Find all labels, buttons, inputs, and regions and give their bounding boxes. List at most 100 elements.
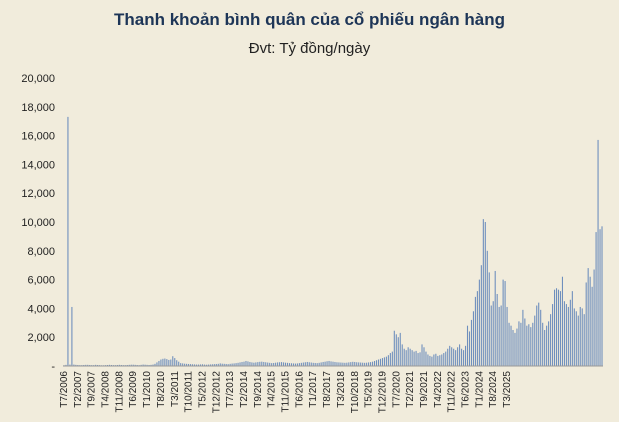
bar	[492, 301, 494, 366]
bar	[557, 289, 560, 366]
bar	[217, 363, 219, 366]
bar	[506, 306, 508, 366]
bar	[288, 363, 291, 366]
bar	[128, 364, 130, 366]
bar	[370, 362, 372, 366]
bar	[205, 364, 207, 366]
bar	[249, 361, 251, 366]
bar	[520, 322, 522, 366]
bar	[261, 361, 263, 366]
bar	[439, 355, 441, 366]
bar	[573, 308, 575, 366]
bar	[227, 364, 229, 366]
bar	[583, 314, 585, 366]
bar	[362, 362, 364, 366]
bar	[132, 364, 134, 366]
bar	[136, 364, 138, 366]
bar	[502, 279, 504, 366]
bar	[508, 322, 510, 366]
bar	[423, 347, 425, 366]
bar	[538, 302, 540, 366]
bar	[356, 362, 358, 366]
bar	[116, 364, 118, 366]
bar	[233, 363, 235, 366]
y-tick-label: 6,000	[27, 275, 55, 287]
x-tick-label: T5/2019	[364, 371, 375, 408]
bar	[482, 219, 484, 366]
bar	[433, 354, 435, 366]
bar	[354, 361, 356, 366]
bar	[518, 321, 520, 366]
y-tick-label: 16,000	[21, 131, 55, 143]
x-tick-label: T11/2015	[281, 371, 292, 413]
x-tick-label: T12/2012	[211, 371, 222, 414]
bar	[548, 321, 550, 366]
bar	[156, 362, 158, 366]
x-tick-label: T9/2021	[419, 371, 430, 408]
bar	[296, 363, 298, 366]
bar	[516, 328, 518, 366]
bar	[577, 315, 579, 366]
bar	[490, 305, 492, 366]
bar	[247, 361, 249, 366]
bar	[336, 362, 338, 366]
bar	[160, 359, 162, 366]
bar	[397, 337, 399, 366]
bar	[87, 364, 89, 366]
bar	[263, 361, 265, 366]
y-tick-label: 14,000	[21, 159, 55, 171]
x-tick-label: T7/2006	[59, 371, 70, 408]
bar	[585, 282, 587, 366]
bar	[589, 276, 591, 366]
x-tick-label: T3/2011	[170, 371, 181, 407]
bar	[587, 268, 589, 366]
bar	[368, 362, 370, 366]
y-tick-label: 12,000	[21, 188, 55, 200]
bar	[417, 353, 419, 366]
bar	[241, 361, 243, 366]
x-tick-label: T9/2014	[253, 371, 264, 408]
bar	[71, 306, 73, 366]
bar	[550, 314, 552, 366]
y-tick-label: 4,000	[27, 303, 55, 315]
bar	[118, 364, 120, 366]
bar	[178, 361, 180, 366]
bar	[269, 362, 271, 366]
y-tick-label: 2,000	[27, 332, 55, 344]
bar	[468, 331, 471, 366]
bar	[470, 319, 473, 366]
bar	[170, 359, 172, 366]
bar	[441, 354, 443, 366]
bar	[168, 359, 170, 366]
bar	[134, 364, 136, 366]
bar	[463, 350, 465, 366]
bar	[466, 325, 469, 366]
bar	[182, 363, 184, 366]
bar	[461, 348, 463, 366]
bar	[344, 362, 346, 366]
bar	[223, 363, 225, 366]
bar	[530, 327, 532, 366]
bar	[300, 362, 302, 366]
bar	[421, 344, 423, 366]
bar	[540, 309, 542, 366]
bar	[561, 276, 563, 366]
x-tick-label: T8/2010	[156, 371, 167, 408]
bar	[318, 362, 320, 366]
bar	[192, 364, 194, 366]
bar	[599, 229, 601, 366]
bar	[494, 270, 496, 366]
bar	[445, 351, 447, 366]
x-tick-label: T6/2009	[128, 371, 139, 408]
bar	[443, 353, 445, 366]
bar	[277, 362, 279, 366]
bar	[235, 363, 237, 366]
bar	[546, 325, 548, 366]
bar	[332, 361, 334, 366]
bar	[401, 344, 403, 366]
bar	[77, 364, 79, 366]
bar	[219, 363, 221, 366]
bar	[567, 306, 569, 366]
